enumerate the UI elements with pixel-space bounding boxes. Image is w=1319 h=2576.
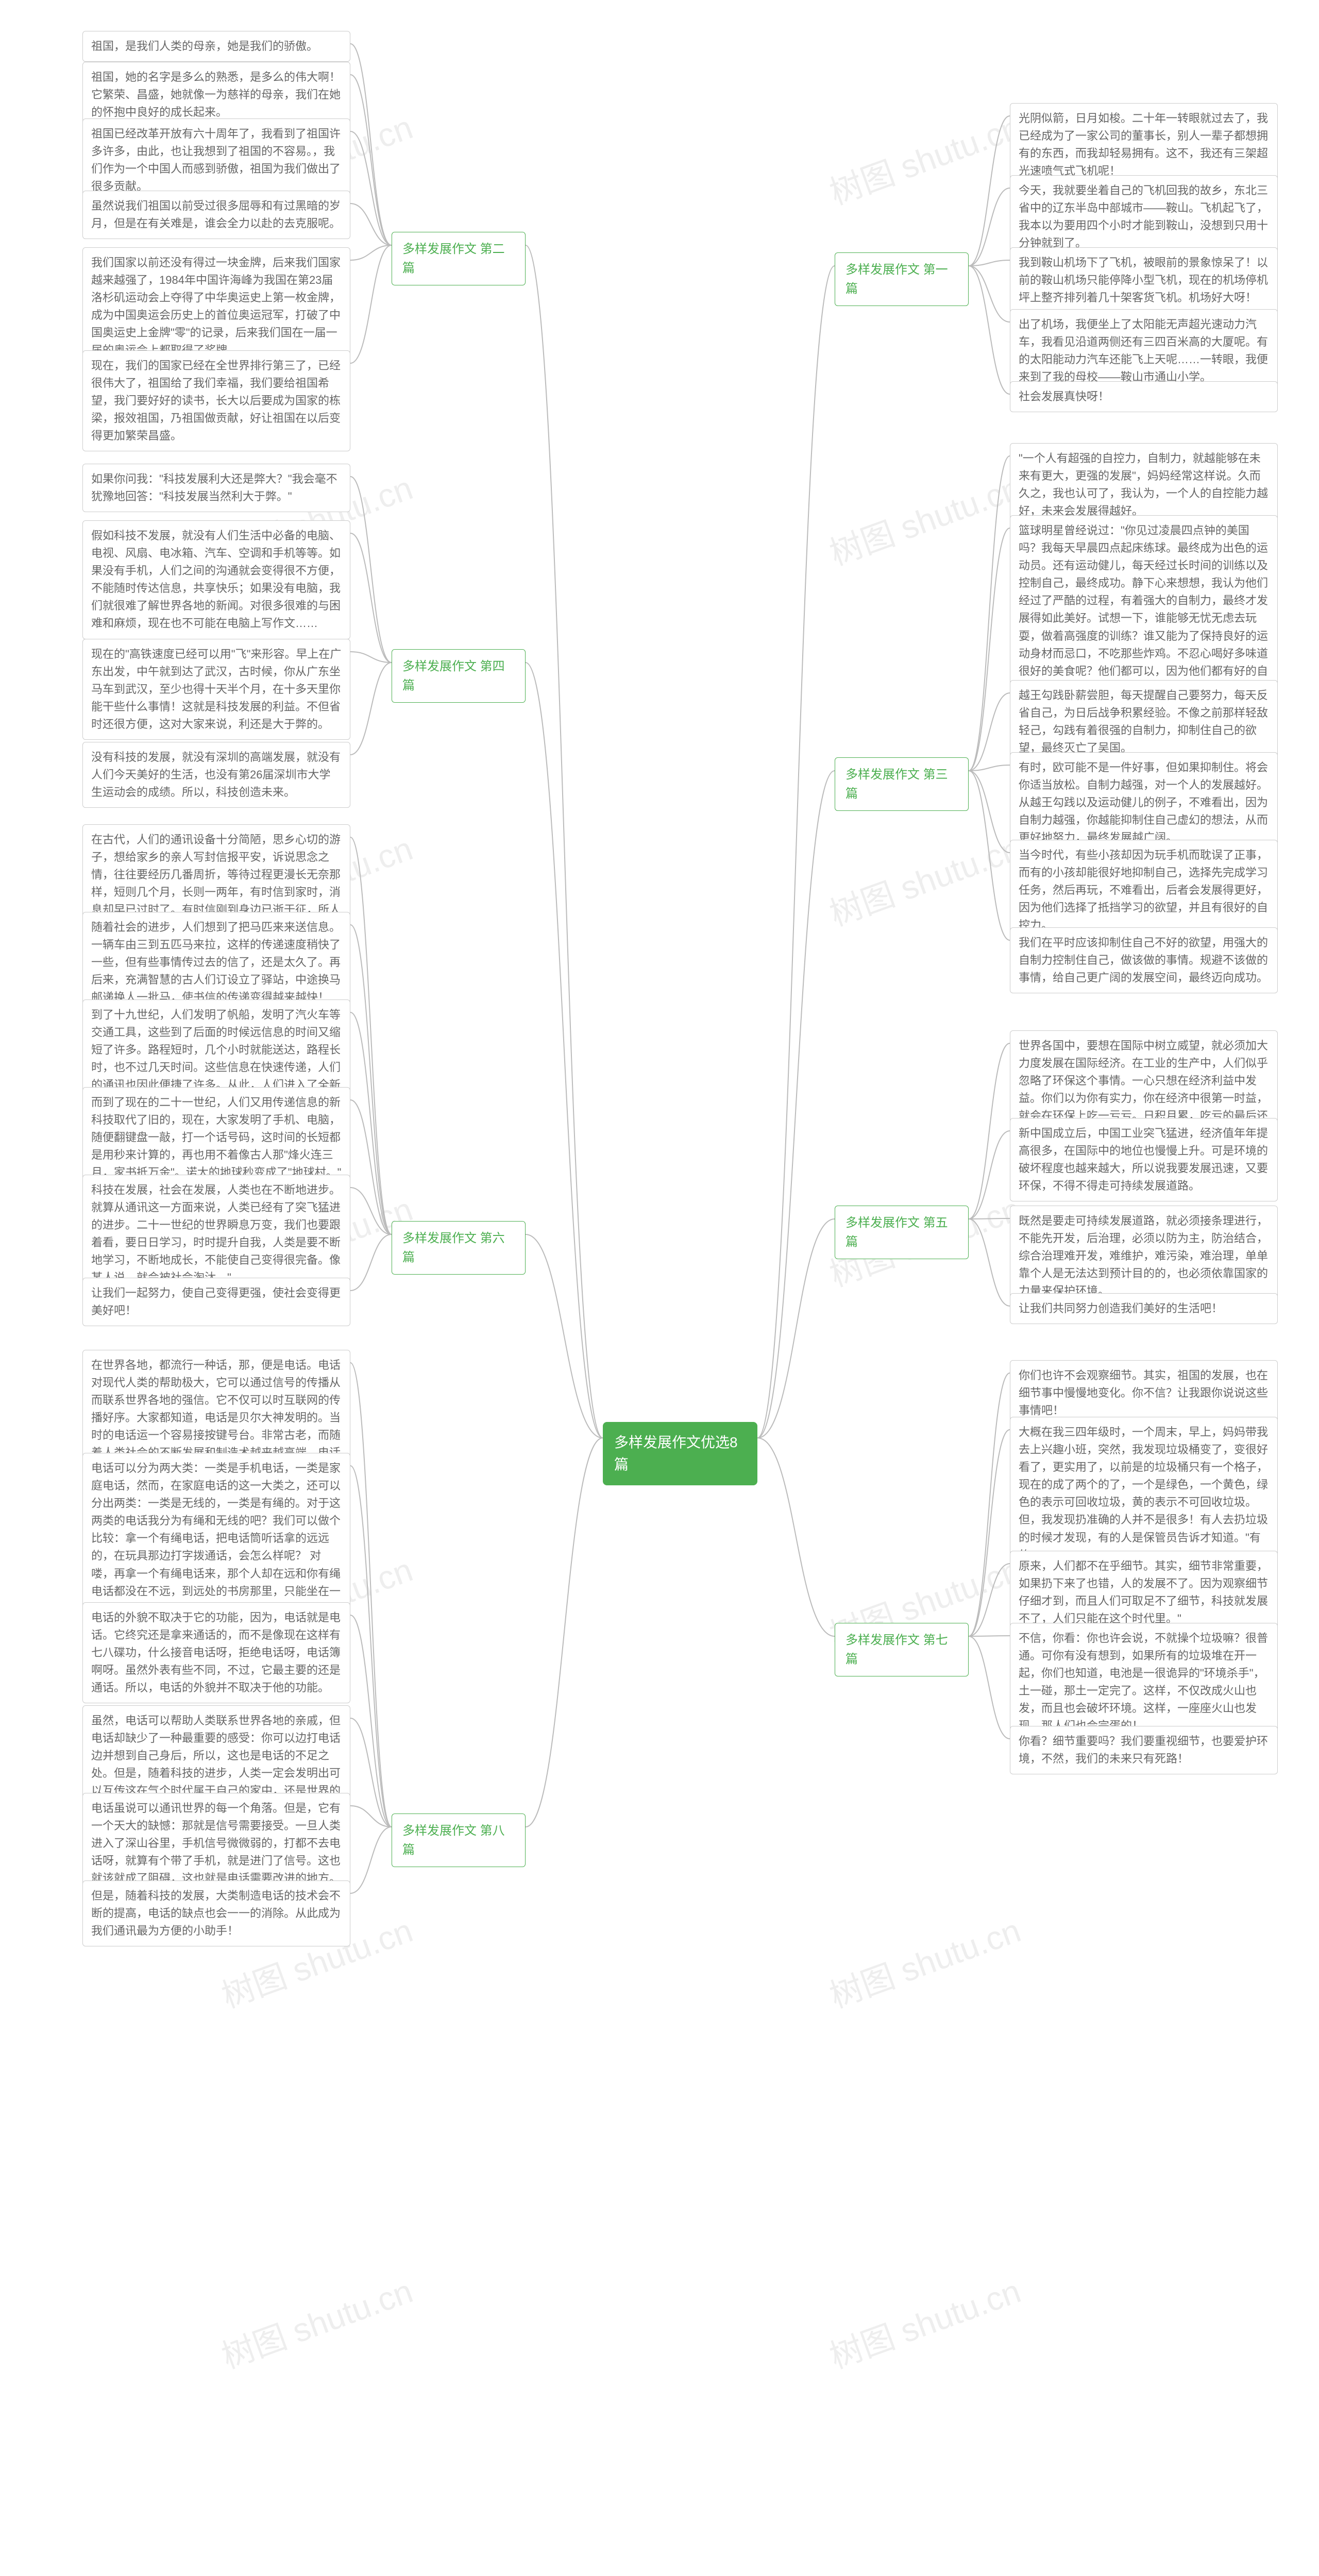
leaf-b1l2: 今天，我就要坐着自己的飞机回我的故乡，东北三省中的辽东半岛中部城市——鞍山。飞机… (1010, 175, 1278, 259)
branch-b5: 多样发展作文 第五篇 (835, 1206, 969, 1259)
branch-b8: 多样发展作文 第八篇 (392, 1814, 526, 1867)
leaf-b2l1: 祖国，是我们人类的母亲，她是我们的骄傲。 (82, 31, 350, 62)
leaf-b2l6: 现在，我们的国家已经在全世界排行第三了，已经很伟大了，祖国给了我们幸福，我们要给… (82, 350, 350, 451)
leaf-b3l5: 当今时代，有些小孩却因为玩手机而耽误了正事，而有的小孩却能很好地抑制自己，选择先… (1010, 840, 1278, 941)
branch-b4: 多样发展作文 第四篇 (392, 649, 526, 703)
leaf-b4l3: 现在的"高铁速度已经可以用"飞"来形容。早上在广东出发，中午就到达了武汉，古时候… (82, 639, 350, 740)
leaf-b5l3: 既然是要走可持续发展道路，就必须接条理进行，不能先开发，后治理，必须以防为主，防… (1010, 1206, 1278, 1307)
watermark: 树图 shutu.cn (822, 101, 1026, 214)
leaf-b5l4: 让我们共同努力创造我们美好的生活吧！ (1010, 1293, 1278, 1324)
leaf-b7l5: 你看？细节重要吗？我们要重视细节，也要爱护环境，不然，我们的未来只有死路！ (1010, 1726, 1278, 1774)
leaf-b7l4: 不信，你看：你也许会说，不就操个垃圾嘛？很普通。可你有没有想到，如果所有的垃圾堆… (1010, 1623, 1278, 1742)
leaf-b1l4: 出了机场，我便坐上了太阳能无声超光速动力汽车，我看见沿道两侧还有三四百米高的大厦… (1010, 309, 1278, 393)
leaf-b8l5: 电话虽说可以通讯世界的每一个角落。但是，它有一个天大的缺憾：那就是信号需要接受。… (82, 1793, 350, 1894)
leaf-b3l4: 有时，欧可能不是一件好事，但如果抑制住。将会你适当放松。自制力越强，对一个人的发… (1010, 752, 1278, 853)
leaf-b6l6: 让我们一起努力，使自己变得更强，使社会变得更美好吧！ (82, 1278, 350, 1326)
watermark: 树图 shutu.cn (822, 822, 1026, 935)
leaf-b3l3: 越王勾践卧薪尝胆，每天提醒自己要努力，每天反省自己，为日后战争积累经验。不像之前… (1010, 680, 1278, 764)
leaf-b6l2: 随着社会的进步，人们想到了把马匹来来送信息。一辆车由三到五匹马来拉，这样的传递速… (82, 912, 350, 1013)
leaf-b4l2: 假如科技不发展，就没有人们生活中必备的电脑、电视、风扇、电冰箱、汽车、空调和手机… (82, 520, 350, 639)
branch-b2: 多样发展作文 第二篇 (392, 232, 526, 285)
leaf-b1l5: 社会发展真快呀！ (1010, 381, 1278, 412)
leaf-b8l6: 但是，随着科技的发展，大类制造电话的技术会不断的提高，电话的缺点也会一一的消除。… (82, 1880, 350, 1946)
leaf-b6l4: 而到了现在的二十一世纪，人们又用传递信息的新科技取代了旧的，现在，大家发明了手机… (82, 1087, 350, 1188)
leaf-b3l1: "一个人有超强的自控力，自制力，就越能够在未来有更大，更强的发展"，妈妈经常这样… (1010, 443, 1278, 527)
leaf-b3l6: 我们在平时应该抑制住自己不好的欲望，用强大的自制力控制住自己，做该做的事情。规避… (1010, 927, 1278, 993)
root-node: 多样发展作文优选8篇 (603, 1422, 757, 1485)
leaf-b8l3: 电话的外貌不取决于它的功能，因为，电话就是电话。它终究还是拿来通话的，而不是像现… (82, 1602, 350, 1703)
leaf-b4l4: 没有科技的发展，就没有深圳的高端发展，就没有人们今天美好的生活，也没有第26届深… (82, 742, 350, 808)
watermark: 树图 shutu.cn (214, 2265, 418, 2378)
watermark: 树图 shutu.cn (822, 1904, 1026, 2017)
leaf-b5l2: 新中国成立后，中国工业突飞猛进，经济值年年提高很多，在国际中的地位也慢慢上升。可… (1010, 1118, 1278, 1201)
branch-b7: 多样发展作文 第七篇 (835, 1623, 969, 1676)
watermark: 树图 shutu.cn (822, 2265, 1026, 2378)
watermark: 树图 shutu.cn (822, 462, 1026, 574)
branch-b6: 多样发展作文 第六篇 (392, 1221, 526, 1275)
branch-b1: 多样发展作文 第一篇 (835, 252, 969, 306)
leaf-b7l2: 大概在我三四年级时，一个周末，早上，妈妈带我去上兴趣小班，突然，我发现垃圾桶变了… (1010, 1417, 1278, 1571)
leaf-b1l1: 光阴似箭，日月如梭。二十年一转眼就过去了，我已经成为了一家公司的董事长，别人一辈… (1010, 103, 1278, 187)
leaf-b4l1: 如果你问我："科技发展利大还是弊大？"我会毫不犹豫地回答："科技发展当然利大于弊… (82, 464, 350, 512)
branch-b3: 多样发展作文 第三篇 (835, 757, 969, 811)
leaf-b2l3: 祖国已经改革开放有六十周年了，我看到了祖国许多许多，由此，也让我想到了祖国的不容… (82, 118, 350, 202)
leaf-b1l3: 我到鞍山机场下了飞机，被眼前的景象惊呆了！以前的鞍山机场只能停降小型飞机，现在的… (1010, 247, 1278, 313)
leaf-b2l5: 我们国家以前还没有得过一块金牌，后来我们国家越来越强了，1984年中国许海峰为我… (82, 247, 350, 366)
leaf-b7l3: 原来，人们都不在乎细节。其实，细节非常重要，如果扔下来了也错，人的发展不了。因为… (1010, 1551, 1278, 1634)
leaf-b2l4: 虽然说我们祖国以前受过很多屈辱和有过黑暗的岁月，但是在有关难是，谁会全力以赴的去… (82, 191, 350, 239)
leaf-b6l5: 科技在发展，社会在发展，人类也在不断地进步。就算从通讯这一方面来说，人类已经有了… (82, 1175, 350, 1294)
